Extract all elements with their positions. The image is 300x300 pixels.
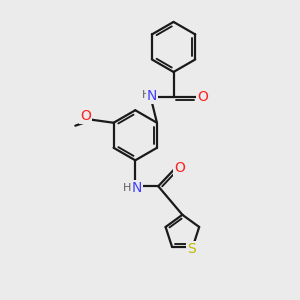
Text: O: O bbox=[198, 90, 208, 104]
Text: N: N bbox=[147, 88, 157, 103]
Text: H: H bbox=[142, 90, 150, 100]
Text: O: O bbox=[175, 161, 185, 175]
Text: O: O bbox=[80, 109, 92, 123]
Text: N: N bbox=[132, 181, 142, 195]
Text: H: H bbox=[123, 183, 131, 193]
Text: S: S bbox=[187, 242, 196, 256]
